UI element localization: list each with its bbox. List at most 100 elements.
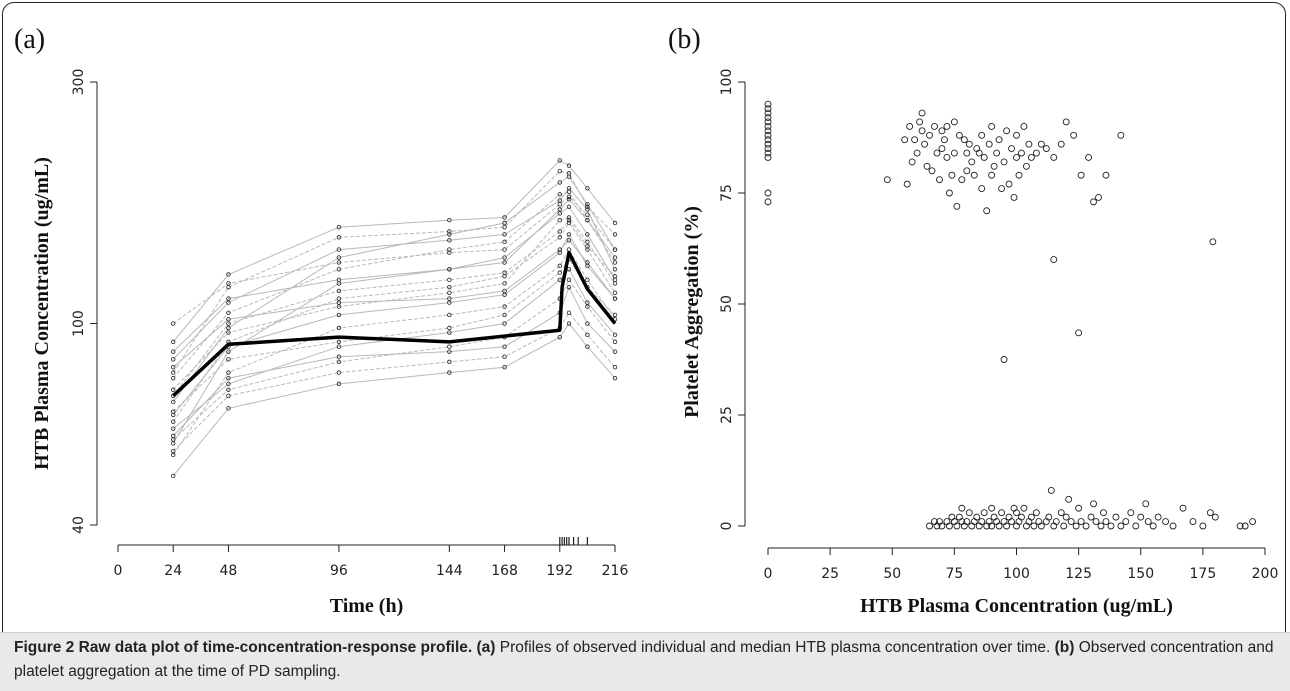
individual-point (612, 349, 618, 354)
low-aggregation-point (1144, 518, 1152, 526)
individual-profile-line (172, 187, 616, 360)
low-aggregation-point (998, 509, 1006, 517)
low-aggregation-point (1047, 487, 1055, 494)
high-aggregation-point (916, 118, 924, 126)
individual-profile-line (172, 159, 616, 343)
individual-points (171, 158, 618, 479)
high-aggregation-point (938, 127, 946, 135)
low-aggregation-point (1052, 518, 1060, 526)
individual-point (447, 277, 452, 283)
panel-b-axes: 0 25 50 75 100 125 150 175 200 0 25 50 75 100 (719, 69, 1278, 582)
high-aggregation-point (970, 171, 978, 179)
individual-point (226, 325, 231, 331)
individual-point (612, 267, 618, 272)
individual-profile-line (172, 239, 616, 368)
high-aggregation-point (958, 176, 966, 184)
high-aggregation-point (918, 109, 926, 117)
individual-point (612, 281, 618, 286)
low-aggregation-point (1249, 518, 1257, 526)
low-aggregation-point (945, 522, 953, 530)
individual-point (447, 296, 452, 301)
individual-point (447, 284, 452, 290)
individual-point (502, 270, 507, 275)
y-tick-label: 25 (719, 406, 735, 424)
low-aggregation-point (1117, 522, 1125, 530)
low-aggregation-point (1075, 504, 1083, 512)
high-aggregation-point (1042, 145, 1050, 153)
low-aggregation-point (1077, 518, 1085, 526)
low-aggregation-point (1241, 522, 1249, 530)
individual-profile-line (172, 222, 616, 422)
individual-point (566, 277, 572, 283)
individual-point (447, 229, 452, 234)
individual-point (585, 344, 590, 349)
individual-point (336, 304, 342, 309)
x-tick-label: 200 (1252, 566, 1279, 582)
high-aggregation-point (1013, 131, 1020, 139)
individual-point (447, 238, 452, 243)
high-aggregation-point (945, 189, 953, 197)
individual-point (585, 202, 590, 207)
individual-point (447, 290, 452, 296)
individual-point (502, 288, 507, 294)
high-aggregation-point (1095, 193, 1102, 201)
high-aggregation-point (1003, 127, 1011, 135)
low-aggregation-point (1027, 513, 1035, 521)
individual-point (566, 194, 572, 199)
panel-a-chart: 0 24 48 96 144 168 192 216 40 100 300 Time (h) HTB… (31, 69, 628, 617)
caption-a-tag: (a) (476, 639, 496, 656)
individual-point (447, 349, 452, 354)
individual-point (612, 375, 618, 381)
individual-point (585, 204, 590, 210)
high-aggregation-point (1070, 131, 1078, 139)
low-aggregation-point (978, 518, 986, 526)
individual-point (566, 204, 572, 210)
panel-a-x-axis-label: Time (h) (330, 595, 404, 617)
individual-point (612, 277, 618, 283)
low-aggregation-point (1097, 522, 1105, 530)
low-aggregation-point (1082, 522, 1090, 530)
individual-point (336, 224, 342, 230)
individual-point (557, 168, 562, 174)
high-aggregation-point (1008, 145, 1015, 153)
high-aggregation-point (1025, 140, 1033, 148)
individual-point (171, 339, 176, 345)
baseline-point (764, 198, 772, 206)
outlier-point (1209, 238, 1217, 246)
individual-point (566, 284, 572, 290)
low-aggregation-point (988, 522, 996, 530)
individual-point (557, 270, 562, 275)
individual-point (612, 312, 618, 318)
high-aggregation-point (998, 185, 1006, 193)
individual-point (566, 238, 572, 243)
individual-point (566, 220, 572, 226)
low-aggregation-point (1169, 522, 1177, 530)
baseline-point (764, 109, 772, 117)
individual-point (502, 260, 507, 265)
high-aggregation-point (1022, 162, 1030, 170)
low-aggregation-point (938, 522, 946, 530)
individual-point (557, 250, 562, 255)
high-aggregation-point (993, 149, 1001, 157)
high-aggregation-point (948, 171, 956, 179)
high-aggregation-point (950, 149, 958, 157)
individual-point (447, 218, 452, 223)
individual-point (566, 218, 572, 223)
individual-profile-line (172, 198, 616, 352)
individual-profile-line (172, 191, 616, 379)
y-tick-label: 50 (719, 295, 735, 313)
high-aggregation-point (926, 131, 933, 139)
individual-point (502, 312, 507, 318)
individual-point (557, 277, 562, 283)
high-aggregation-point (963, 149, 971, 157)
individual-point (612, 296, 618, 301)
individual-point (336, 339, 342, 345)
baseline-point (764, 140, 772, 148)
high-aggregation-point (953, 202, 961, 210)
individual-point (557, 207, 562, 212)
individual-point (226, 387, 231, 392)
baseline-point (764, 105, 772, 113)
high-aggregation-point (1010, 193, 1018, 201)
y-tick-label: 0 (719, 522, 735, 531)
low-aggregation-point (1122, 518, 1130, 526)
